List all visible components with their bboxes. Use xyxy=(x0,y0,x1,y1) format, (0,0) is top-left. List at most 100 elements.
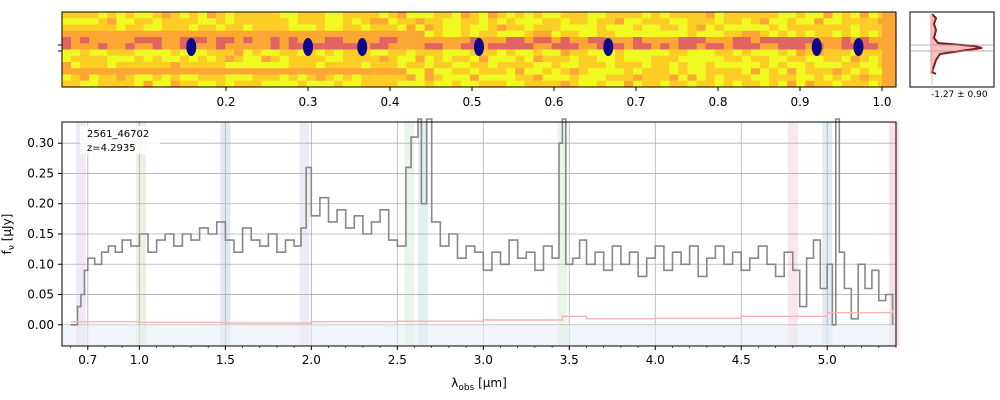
spectrum-2d-pixel xyxy=(188,74,199,82)
spectrum-2d-feature xyxy=(811,38,822,56)
spectrum-2d-pixel xyxy=(71,37,81,44)
spectrum-2d-pixel xyxy=(451,68,462,76)
spectrum-2d-pixel xyxy=(660,24,670,32)
spectrum-2d-pixel xyxy=(324,55,335,63)
spectrum-2d-pixel xyxy=(243,24,253,32)
spectrum-2d-pixel xyxy=(315,49,326,57)
spectrum-2d-pixel xyxy=(633,68,643,76)
spectrum-2d-pixel xyxy=(506,43,516,51)
spectrum-2d-pixel xyxy=(324,74,335,82)
spectrum-2d-pixel xyxy=(560,74,571,82)
spectrum-2d-pixel xyxy=(796,30,806,38)
spectrum-2d-xtick-label: 0.4 xyxy=(380,95,399,109)
spectrum-2d-pixel xyxy=(859,18,870,26)
spectrum-2d-pixel xyxy=(80,49,90,57)
spectrum-2d-pixel xyxy=(560,43,571,51)
spectrum-2d-pixel xyxy=(170,37,181,44)
spectrum-2d-pixel xyxy=(479,18,489,26)
spectrum-2d-pixel xyxy=(89,37,99,44)
spectrum-2d-pixel xyxy=(524,62,534,69)
spectrum-2d-pixel xyxy=(343,62,353,69)
spectrum-2d-pixel xyxy=(769,18,779,26)
spectrum-2d-pixel xyxy=(633,18,643,26)
spectrum-2d-pixel xyxy=(778,49,788,57)
spectrum-2d-pixel xyxy=(714,18,725,26)
spectrum-2d-pixel xyxy=(696,55,707,63)
spectrum-2d-pixel xyxy=(107,24,117,32)
spectrum-2d-pixel xyxy=(732,24,743,32)
spectrum-2d-pixel xyxy=(179,24,190,32)
spectrum-2d-pixel xyxy=(388,55,399,63)
spectrum-2d-pixel xyxy=(760,74,770,82)
spectrum-2d-pixel xyxy=(633,12,643,19)
spectrum-2d-pixel xyxy=(207,18,217,26)
y-tick-label: 0.25 xyxy=(27,166,54,180)
spectrum-2d-pixel xyxy=(533,62,544,69)
spectrum-2d-pixel xyxy=(116,49,127,57)
spectrum-2d-pixel xyxy=(397,80,408,88)
spectrum-2d-pixel xyxy=(760,49,770,57)
spectrum-2d-pixel xyxy=(143,12,154,19)
spectrum-2d-pixel xyxy=(179,18,190,26)
spectrum-2d-pixel xyxy=(379,43,389,51)
spectrum-2d-pixel xyxy=(787,12,797,19)
spectrum-2d-pixel xyxy=(161,49,172,57)
spectrum-2d-pixel xyxy=(479,49,489,57)
spectrum-2d-pixel xyxy=(62,68,72,76)
spectrum-2d-pixel xyxy=(107,62,117,69)
spectrum-2d-pixel xyxy=(152,74,163,82)
spectrum-2d-pixel xyxy=(497,68,507,76)
spectrum-2d-pixel xyxy=(515,49,525,57)
spectrum-2d-pixel xyxy=(633,74,643,82)
spectrum-2d-pixel xyxy=(714,24,725,32)
spectrum-2d-pixel xyxy=(98,30,108,38)
spectrum-2d-pixel xyxy=(207,49,217,57)
spectrum-2d-pixel xyxy=(134,24,145,32)
spectrum-2d-pixel xyxy=(397,30,408,38)
spectrum-2d-pixel xyxy=(841,30,852,38)
spectrum-2d-pixel xyxy=(451,24,462,32)
spectrum-2d-pixel xyxy=(207,55,217,63)
spectrum-2d-pixel xyxy=(306,62,317,69)
spectrum-2d-pixel xyxy=(315,43,326,51)
spectrum-2d-pixel xyxy=(524,24,534,32)
spectrum-2d-pixel xyxy=(361,62,371,69)
spectrum-2d-pixel xyxy=(424,49,435,57)
spectrum-2d-pixel xyxy=(324,68,335,76)
x-tick-label: 0.7 xyxy=(78,353,97,367)
spectrum-2d-pixel xyxy=(98,24,108,32)
spectrum-2d-pixel xyxy=(161,37,172,44)
spectrum-2d-pixel xyxy=(80,12,90,19)
spectrum-2d-pixel xyxy=(587,49,598,57)
spectrum-2d-pixel xyxy=(669,43,680,51)
spectrum-2d-pixel xyxy=(787,18,797,26)
spectrum-2d-pixel xyxy=(424,55,435,63)
spectrum-2d-pixel xyxy=(460,80,471,88)
spectrum-2d-pixel xyxy=(333,49,344,57)
spectrum-2d-pixel xyxy=(750,62,761,69)
spectrum-2d-pixel xyxy=(633,37,643,44)
spectrum-2d-pixel xyxy=(243,68,253,76)
spectrum-2d-pixel xyxy=(696,37,707,44)
spectrum-2d-pixel xyxy=(814,24,825,32)
spectrum-2d-pixel xyxy=(859,24,870,32)
spectrum-2d-pixel xyxy=(415,80,426,88)
spectrum-2d-pixel xyxy=(832,49,843,57)
spectrum-2d-pixel xyxy=(533,24,544,32)
spectrum-2d-pixel xyxy=(216,55,226,63)
spectrum-2d-pixel xyxy=(388,12,399,19)
spectrum-2d-pixel xyxy=(89,49,99,57)
spectrum-2d-pixel xyxy=(343,12,353,19)
spectrum-2d-pixel xyxy=(850,18,861,26)
spectrum-2d-pixel xyxy=(433,43,444,51)
spectrum-2d-pixel xyxy=(388,74,399,82)
spectrum-2d-pixel xyxy=(415,37,426,44)
spectrum-2d-pixel xyxy=(624,62,634,69)
spectrum-2d-pixel xyxy=(80,30,90,38)
spectrum-2d-pixel xyxy=(596,80,607,88)
spectrum-2d-pixel xyxy=(270,55,281,63)
spectrum-2d-pixel xyxy=(107,43,117,51)
spectrum-2d-pixel xyxy=(723,37,734,44)
spectrum-2d-pixel xyxy=(660,18,670,26)
spectrum-2d-pixel xyxy=(488,62,498,69)
